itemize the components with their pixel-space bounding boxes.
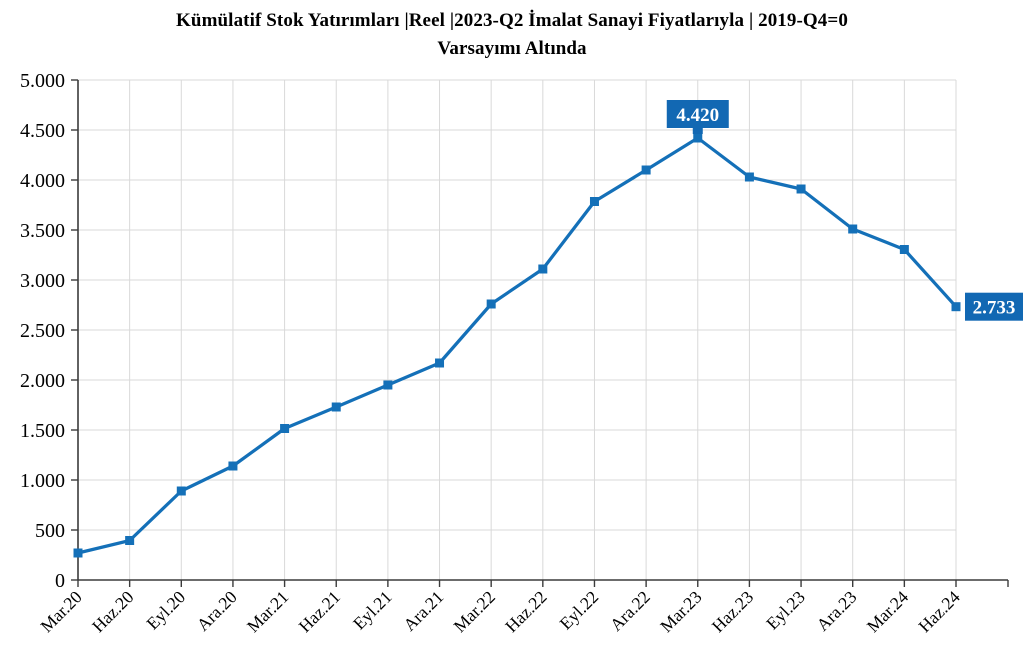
y-tick-label: 4.000 xyxy=(20,170,65,192)
y-tick-label: 500 xyxy=(35,520,65,542)
data-point-marker xyxy=(589,197,599,206)
y-tick-label: 3.000 xyxy=(20,270,65,292)
x-tick-label: Mar.24 xyxy=(863,587,913,637)
data-point-marker xyxy=(176,486,186,496)
y-tick-label: 5.000 xyxy=(20,70,65,92)
data-point-marker xyxy=(848,224,858,234)
y-tick-label: 2.000 xyxy=(20,370,65,392)
x-tick-label: Mar.20 xyxy=(36,587,86,637)
data-label-text: 4.420 xyxy=(676,105,719,126)
x-tick-label: Haz.23 xyxy=(708,587,758,637)
data-point-marker xyxy=(383,380,393,390)
data-label-box xyxy=(666,100,729,128)
x-tick-label: Eyl.22 xyxy=(555,587,602,634)
x-tick-label: Haz.20 xyxy=(88,587,138,637)
data-point-marker xyxy=(280,424,290,433)
data-label-text: 2.733 xyxy=(973,298,1016,319)
y-tick-label: 3.500 xyxy=(20,220,65,242)
data-label-box xyxy=(965,292,1023,321)
y-tick-label: 4.500 xyxy=(20,120,65,142)
data-point-marker xyxy=(331,402,341,412)
data-point-marker xyxy=(486,299,496,309)
x-tick-label: Ara.20 xyxy=(193,587,241,635)
chart-title: Kümülatif Stok Yatırımları |Reel |2023-Q… xyxy=(0,7,1024,63)
x-tick-label: Mar.22 xyxy=(449,587,499,637)
data-point-marker xyxy=(228,461,238,471)
data-point-marker xyxy=(693,133,703,143)
x-tick-label: Haz.22 xyxy=(501,587,551,637)
data-point-marker xyxy=(435,358,445,368)
data-series-line xyxy=(76,136,958,555)
data-point-marker xyxy=(73,548,83,558)
y-tick-label: 1.500 xyxy=(20,420,65,442)
y-tick-label: 0 xyxy=(55,570,65,592)
x-tick-label: Eyl.21 xyxy=(349,587,396,634)
y-tick-label: 2.500 xyxy=(20,320,65,342)
data-point-marker xyxy=(796,184,806,194)
x-tick-label: Haz.21 xyxy=(295,587,345,637)
x-tick-label: Mar.23 xyxy=(656,587,706,637)
data-point-marker xyxy=(899,245,909,254)
data-point-marker xyxy=(125,536,135,545)
x-tick-label: Mar.21 xyxy=(243,587,293,637)
data-point-marker xyxy=(538,264,548,274)
data-point-marker xyxy=(951,302,961,312)
x-tick-label: Ara.22 xyxy=(606,587,654,635)
data-point-marker xyxy=(744,172,754,182)
y-tick-label: 1.000 xyxy=(20,470,65,492)
data-label-connector xyxy=(692,124,703,134)
chart-title-line2: Varsayımı Altında xyxy=(437,38,587,59)
chart-title-line1: Kümülatif Stok Yatırımları |Reel |2023-Q… xyxy=(176,10,848,31)
x-tick-label: Eyl.20 xyxy=(142,587,189,634)
x-tick-label: Ara.21 xyxy=(399,587,447,635)
x-tick-label: Haz.24 xyxy=(914,587,964,637)
x-tick-label: Eyl.23 xyxy=(762,587,809,634)
data-point-marker xyxy=(641,165,651,175)
x-tick-label: Ara.23 xyxy=(812,587,860,635)
